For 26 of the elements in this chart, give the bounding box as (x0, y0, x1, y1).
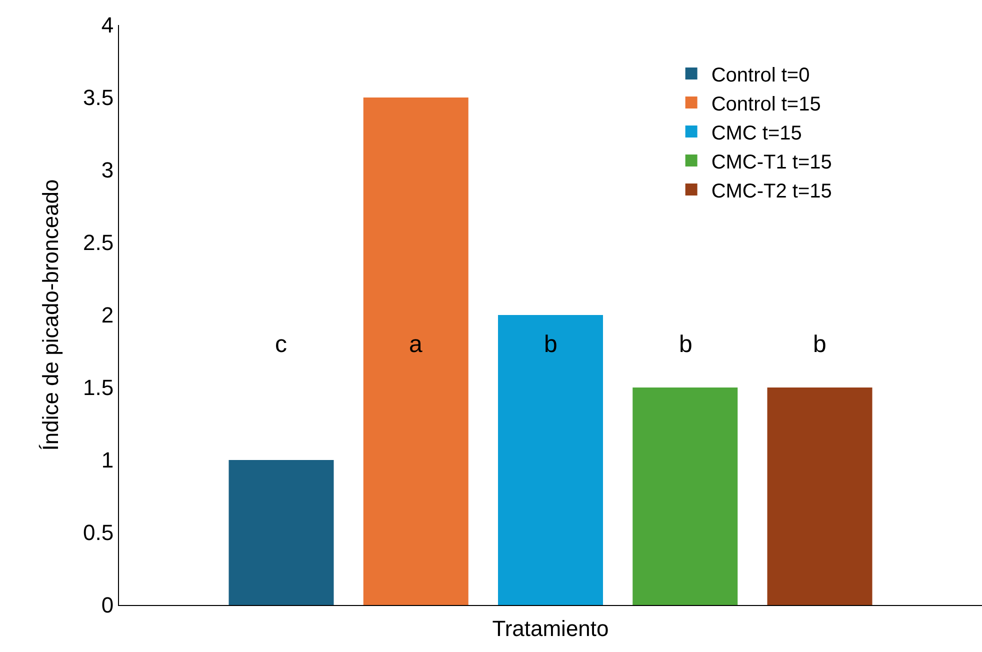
bar (632, 388, 738, 605)
bar (363, 98, 468, 605)
y-tick-label: 0.5 (83, 520, 114, 546)
y-tick-label: 3.5 (83, 85, 114, 110)
legend-label: CMC t=15 (711, 122, 802, 144)
legend-label: CMC-T2 t=15 (711, 180, 832, 202)
legend-label: Control t=0 (711, 64, 810, 86)
y-tick-label: 4 (101, 12, 114, 38)
annotation: b (813, 331, 826, 358)
annotation: a (409, 331, 423, 358)
bar (498, 315, 603, 605)
x-axis-title: Tratamiento (492, 616, 609, 641)
bar (228, 460, 334, 605)
annotation: b (544, 331, 558, 358)
y-tick-label: 0 (101, 592, 114, 618)
y-tick-label: 3 (101, 158, 114, 183)
y-tick-label: 1 (101, 448, 114, 473)
annotation: c (275, 331, 287, 358)
y-tick-label: 2 (101, 302, 114, 328)
bar (767, 388, 872, 605)
y-tick-label: 2.5 (83, 230, 114, 256)
y-axis-title: Índice de picado-bronceado (38, 179, 63, 451)
legend-label: CMC-T1 t=15 (711, 151, 832, 174)
legend-label: Control t=15 (711, 93, 821, 116)
y-tick-label: 1.5 (83, 375, 114, 400)
annotation: b (679, 331, 692, 358)
